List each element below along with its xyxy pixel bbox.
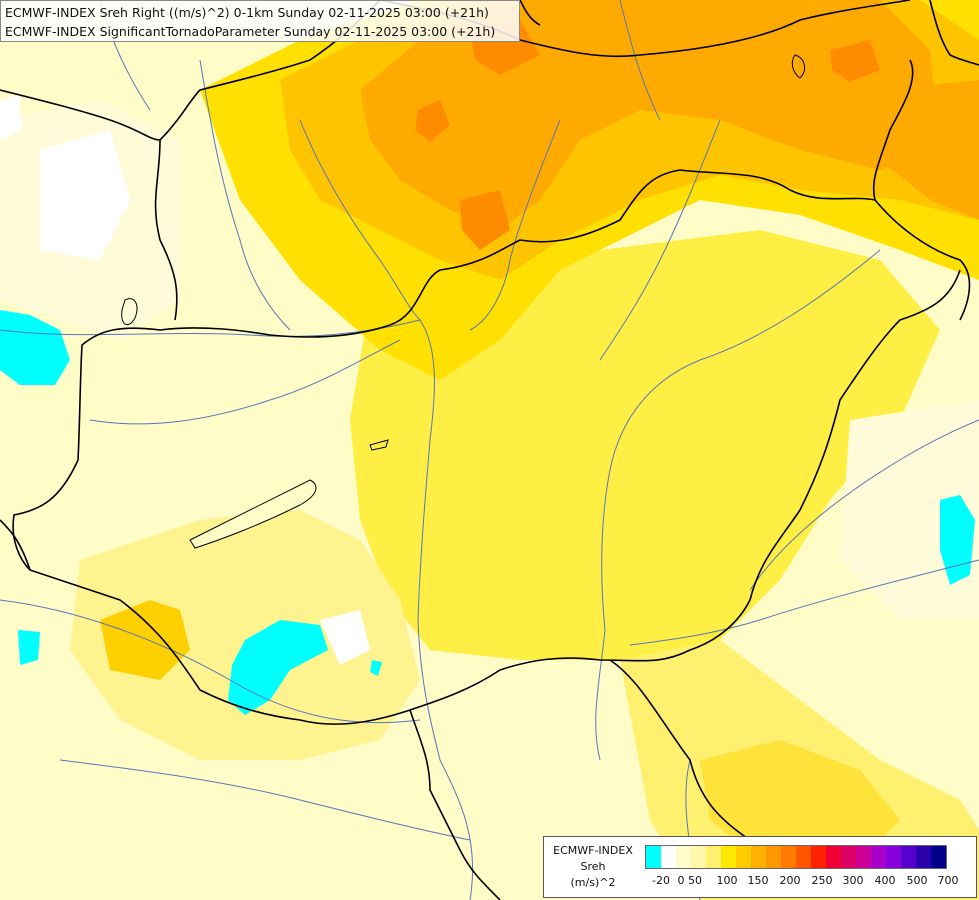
legend-variable: Sreh xyxy=(580,860,606,873)
legend-swatch xyxy=(706,846,721,868)
lake-north xyxy=(791,54,806,79)
border-poland-ukraine-north xyxy=(929,0,979,66)
title-box: ECMWF-INDEX Sreh Right ((m/s)^2) 0-1km S… xyxy=(0,0,520,42)
legend-swatch xyxy=(871,846,886,868)
legend-swatch xyxy=(751,846,766,868)
field-orange-northeast xyxy=(880,80,979,220)
river-mures xyxy=(629,559,979,646)
legend-ticks: -20 0 50 100 150 200 250 300 400 500 700 xyxy=(645,874,975,890)
legend-tick: 300 xyxy=(842,874,864,887)
field-gold-southeast xyxy=(700,740,900,860)
river-morava xyxy=(199,59,291,331)
border-austria-slovakia xyxy=(159,324,391,338)
lake-small-center xyxy=(369,439,389,451)
title-line-2: ECMWF-INDEX SignificantTornadoParameter … xyxy=(5,24,496,39)
legend-tick: 150 xyxy=(747,874,769,887)
legend-swatch xyxy=(931,846,946,868)
river-east-1 xyxy=(749,419,979,591)
field-cyan-south xyxy=(228,620,328,715)
legend-swatch xyxy=(826,846,841,868)
river-raba xyxy=(89,339,401,425)
legend-swatch xyxy=(811,846,826,868)
field-cyan-northwest xyxy=(0,310,70,385)
border-slovakia-hungary xyxy=(389,169,971,326)
legend-tick: 500 xyxy=(906,874,928,887)
border-ukraine-poland xyxy=(872,59,914,201)
field-darkorange-4 xyxy=(460,190,510,250)
field-light-west xyxy=(70,510,420,760)
border-austria-hungary xyxy=(12,327,161,571)
legend-swatch xyxy=(781,846,796,868)
field-pale-east xyxy=(840,400,979,620)
title-line-1: ECMWF-INDEX Sreh Right ((m/s)^2) 0-1km S… xyxy=(5,5,489,20)
border-austria-czech xyxy=(0,89,178,321)
field-cyan-small xyxy=(370,660,382,676)
legend-tick: 200 xyxy=(779,874,801,887)
legend-tick: 700 xyxy=(937,874,959,887)
border-serbia-romania xyxy=(609,659,751,841)
legend-swatch xyxy=(646,846,661,868)
legend-tick: 100 xyxy=(716,874,738,887)
lake-balaton xyxy=(189,479,317,549)
legend-swatch xyxy=(841,846,856,868)
legend-tick: -20 xyxy=(652,874,670,887)
legend-tick: 250 xyxy=(811,874,833,887)
legend-swatches xyxy=(645,845,947,869)
border-northwest-small xyxy=(519,0,541,26)
border-hungary-croatia xyxy=(29,569,411,725)
border-hungary-romania xyxy=(749,269,961,601)
border-croatia-serbia xyxy=(409,709,501,900)
field-darkorange-1 xyxy=(415,100,450,142)
legend-swatch xyxy=(886,846,901,868)
legend-swatch xyxy=(661,846,676,868)
field-amber-southwest xyxy=(100,600,190,680)
river-north-1 xyxy=(619,0,661,121)
border-hungary-serbia xyxy=(409,599,751,711)
field-white-south-center xyxy=(320,610,370,665)
border-slovenia-croatia xyxy=(0,519,31,571)
river-danube xyxy=(0,319,474,900)
legend-swatch xyxy=(796,846,811,868)
lake-neusiedl xyxy=(121,298,138,326)
legend-label: ECMWF-INDEX Sreh (m/s)^2 xyxy=(544,843,642,891)
legend-unit: (m/s)^2 xyxy=(570,876,616,889)
legend-source: ECMWF-INDEX xyxy=(553,844,633,857)
river-hron xyxy=(469,119,561,331)
field-cyan-east xyxy=(940,495,975,585)
legend-swatch xyxy=(691,846,706,868)
legend-swatch xyxy=(856,846,871,868)
field-darkorange-2 xyxy=(830,40,880,82)
field-cyan-southwest xyxy=(18,630,40,665)
river-tisza xyxy=(595,249,881,761)
legend-tick: 50 xyxy=(688,874,702,887)
legend-swatch xyxy=(766,846,781,868)
legend-swatch xyxy=(916,846,931,868)
legend-swatch xyxy=(676,846,691,868)
legend-swatch xyxy=(901,846,916,868)
legend-tick: 0 xyxy=(677,874,685,887)
river-sajo xyxy=(599,119,721,361)
color-legend: ECMWF-INDEX Sreh (m/s)^2 -20 0 50 100 150 200… xyxy=(543,836,977,898)
field-white-northwest xyxy=(40,130,130,260)
legend-swatch xyxy=(721,846,736,868)
river-vah xyxy=(299,119,421,321)
legend-tick: 400 xyxy=(874,874,896,887)
legend-swatch xyxy=(736,846,751,868)
river-sava xyxy=(59,759,471,841)
river-drava xyxy=(0,599,421,724)
field-white-southwest-edge xyxy=(0,95,22,140)
